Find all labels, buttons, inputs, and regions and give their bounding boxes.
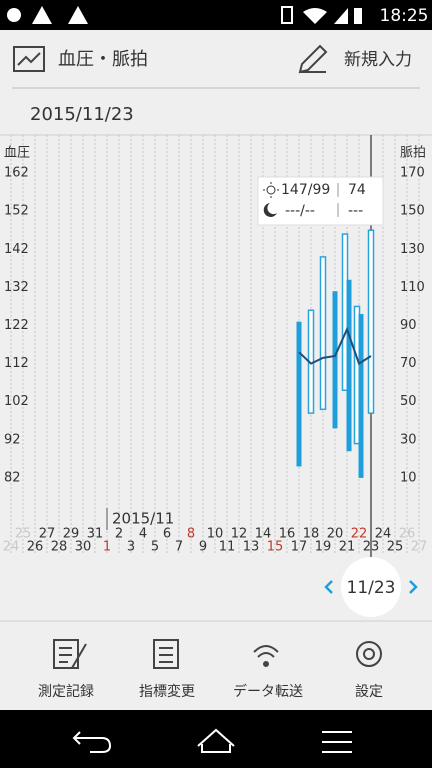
x-tick-label: 31 [87, 527, 104, 542]
y2-tick-label: 50 [400, 394, 417, 409]
x-tick-label: 4 [139, 527, 147, 542]
x-tick-label: 21 [339, 540, 356, 555]
x-tick-label: 22 [351, 527, 368, 542]
menu-item[interactable]: 測定記録 [38, 683, 94, 700]
x-tick-label: 28 [51, 540, 68, 555]
month-label: 2015/11 [112, 510, 174, 528]
y-tick-label: 112 [4, 356, 29, 371]
y-tick-label: 152 [4, 204, 29, 219]
status-bar [0, 0, 432, 30]
moon-icon [263, 203, 277, 217]
x-tick-label: 25 [387, 540, 404, 555]
x-tick-label: 5 [151, 540, 159, 555]
menu-item[interactable]: データ転送 [233, 683, 303, 700]
x-tick-label: 16 [279, 527, 296, 542]
bp-bar [319, 256, 327, 411]
status-icons [7, 6, 362, 24]
bp-bar [358, 314, 364, 478]
y-tick-label: 122 [4, 318, 29, 333]
x-tick-label: 9 [199, 540, 207, 555]
pulse-line [298, 326, 372, 366]
nav-bar [0, 710, 432, 768]
x-tick-label: 26 [27, 540, 44, 555]
x-tick-label: 12 [231, 527, 248, 542]
date: 2015/11/23 [30, 104, 134, 125]
cursor-label: 11/23 [347, 578, 396, 598]
x-tick-label: 6 [163, 527, 171, 542]
y2-tick-label: 10 [400, 470, 417, 485]
x-tick-label: 18 [303, 527, 320, 542]
tooltip-box [257, 176, 384, 226]
x-tick-label: 11 [219, 540, 236, 555]
x-tick-label: 15 [267, 540, 284, 555]
x-tick-label: 24 [375, 527, 392, 542]
bp-bar [296, 321, 302, 467]
menu-item[interactable]: 設定 [355, 684, 383, 700]
menu-icons [53, 639, 382, 669]
x-tick-label: 29 [63, 527, 80, 542]
y-tick-label: 162 [4, 166, 29, 181]
bp-bar [346, 279, 352, 452]
x-tick-label: 2 [115, 527, 123, 542]
y2-tick-label: 130 [400, 242, 425, 257]
y2-tick-label: 70 [400, 356, 417, 371]
y2-axis-label: 脈拍 [400, 146, 426, 161]
header-title: 血圧・脈拍 [58, 49, 148, 70]
x-tick-label: 26 [399, 527, 416, 542]
morning-bp: 147/99 [281, 182, 330, 198]
sun-rays [263, 182, 279, 198]
bp-bar [332, 291, 338, 429]
pencil-icon[interactable] [298, 44, 328, 74]
y-tick-label: 102 [4, 394, 29, 409]
chart-icon[interactable] [13, 46, 45, 72]
nav-icons[interactable] [72, 728, 352, 753]
sun-icon [266, 185, 276, 195]
evening-bp: ---/-- [285, 203, 315, 219]
x-tick-label: 7 [175, 540, 183, 555]
x-tick-label: 17 [291, 540, 308, 555]
y-tick-label: 132 [4, 280, 29, 295]
x-tick-label: 14 [255, 527, 272, 542]
y2-tick-label: 90 [400, 318, 417, 333]
x-tick-label: 27 [411, 540, 428, 555]
x-tick-label: 25 [15, 527, 32, 542]
y2-tick-label: 170 [400, 166, 425, 181]
x-tick-label: 20 [327, 527, 344, 542]
evening-pulse: --- [348, 203, 363, 219]
y2-tick-label: 30 [400, 432, 417, 447]
x-tick-label: 1 [103, 540, 111, 555]
bp-bar [367, 229, 375, 414]
x-tick-label: 27 [39, 527, 56, 542]
clock: 18:25 [380, 6, 429, 26]
morning-pulse: 74 [348, 182, 366, 198]
y-tick-label: 142 [4, 242, 29, 257]
tooltip: 147/99 74 ---/-- --- [257, 176, 384, 226]
x-tick-label: 24 [3, 540, 20, 555]
y2-tick-label: 150 [400, 204, 425, 219]
prev-button[interactable] [324, 580, 333, 594]
y2-tick-label: 110 [400, 280, 425, 295]
y-axis-label: 血圧 [4, 146, 30, 161]
next-button[interactable] [409, 580, 418, 594]
new-entry[interactable]: 新規入力 [344, 50, 412, 70]
menu-item[interactable]: 指標変更 [139, 683, 195, 700]
x-tick-label: 30 [75, 540, 92, 555]
x-tick-label: 8 [187, 527, 195, 542]
x-tick-label: 10 [207, 527, 224, 542]
x-tick-label: 3 [127, 540, 135, 555]
y-tick-label: 92 [4, 432, 21, 447]
x-tick-label: 13 [243, 540, 260, 555]
y-tick-label: 82 [4, 470, 21, 485]
x-tick-label: 19 [315, 540, 332, 555]
cursor-badge [341, 557, 401, 617]
